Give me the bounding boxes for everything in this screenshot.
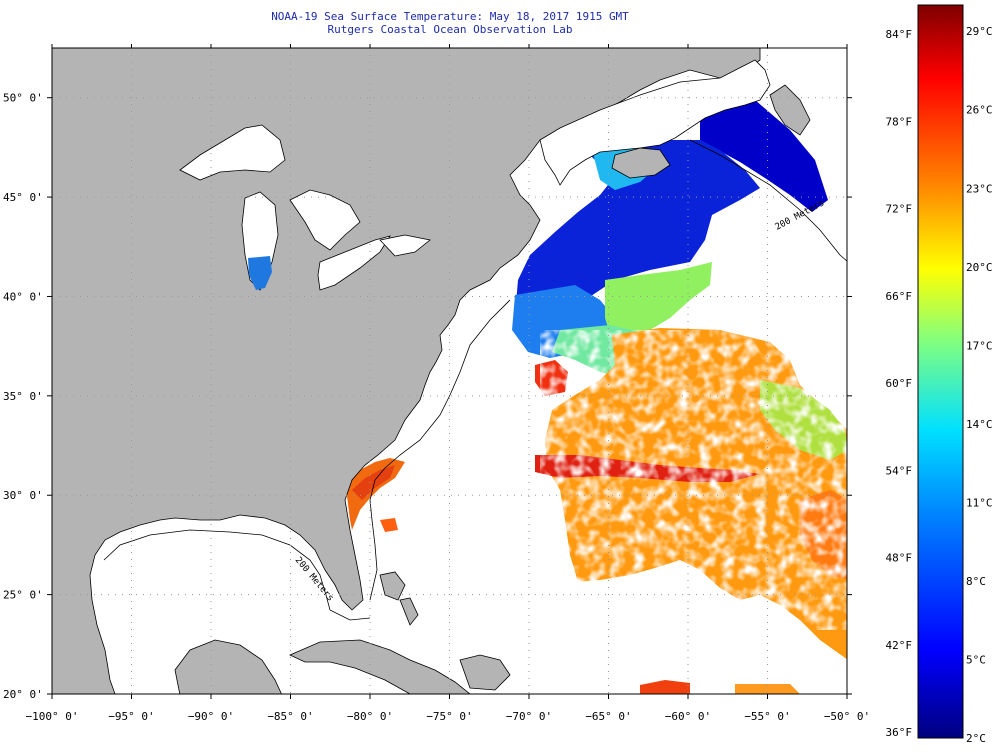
colorbar xyxy=(917,4,964,739)
cloud-mask xyxy=(540,330,847,630)
land-layer xyxy=(52,48,811,694)
colorbar-celsius-label: 5°C xyxy=(966,653,986,666)
latitude-labels: 20° 0' 25° 0' 30° 0' 35° 0' 40° 0' 45° 0' 50° … xyxy=(3,92,43,701)
colorbar-fahrenheit-labels: 84°F 78°F 72°F 66°F 60°F 54°F 48°F 42°F 36°F xyxy=(886,28,913,739)
latitude-tick-label: 45° 0' xyxy=(3,191,43,204)
longitude-tick-label: −75° 0' xyxy=(426,710,472,723)
colorbar-fahrenheit-label: 42°F xyxy=(886,639,913,652)
colorbar-fahrenheit-label: 54°F xyxy=(886,464,913,477)
longitude-tick-label: −100° 0' xyxy=(26,710,79,723)
longitude-tick-label: −90° 0' xyxy=(188,710,234,723)
map-subtitle: Rutgers Coastal Ocean Observation Lab xyxy=(327,23,573,36)
longitude-tick-label: −60° 0' xyxy=(665,710,711,723)
latitude-tick-label: 20° 0' xyxy=(3,688,43,701)
colorbar-celsius-label: 17°C xyxy=(966,339,993,352)
latitude-tick-label: 30° 0' xyxy=(3,489,43,502)
colorbar-celsius-label: 14°C xyxy=(966,418,993,431)
colorbar-celsius-label: 11°C xyxy=(966,496,993,509)
sst-lake-michigan xyxy=(248,256,272,290)
tick-marks xyxy=(47,44,852,699)
colorbar-fahrenheit-label: 78°F xyxy=(886,115,913,128)
colorbar-celsius-label: 20°C xyxy=(966,261,993,274)
colorbar-fahrenheit-label: 66°F xyxy=(886,290,913,303)
latitude-tick-label: 35° 0' xyxy=(3,390,43,403)
colorbar-celsius-label: 2°C xyxy=(966,732,986,745)
latitude-tick-label: 40° 0' xyxy=(3,290,43,303)
latitude-tick-label: 25° 0' xyxy=(3,589,43,602)
colorbar-fahrenheit-label: 84°F xyxy=(886,28,913,41)
colorbar-celsius-label: 8°C xyxy=(966,575,986,588)
longitude-tick-label: −70° 0' xyxy=(506,710,552,723)
colorbar-celsius-label: 26°C xyxy=(966,104,993,117)
longitude-tick-label: −50° 0' xyxy=(824,710,870,723)
longitude-tick-label: −80° 0' xyxy=(347,710,393,723)
longitude-labels: −100° 0' −95° 0' −90° 0' −85° 0' −80° 0' −75°… xyxy=(26,710,871,723)
colorbar-fahrenheit-label: 72°F xyxy=(886,203,913,216)
colorbar-fahrenheit-label: 48°F xyxy=(886,552,913,565)
longitude-tick-label: −65° 0' xyxy=(585,710,631,723)
colorbar-celsius-label: 29°C xyxy=(966,25,993,38)
longitude-tick-label: −85° 0' xyxy=(267,710,313,723)
longitude-tick-label: −55° 0' xyxy=(744,710,790,723)
graticule xyxy=(52,48,847,694)
colorbar-celsius-labels: 29°C 26°C 23°C 20°C 17°C 14°C 11°C 8°C 5°C 2°C xyxy=(966,25,993,745)
colorbar-fahrenheit-label: 60°F xyxy=(886,377,913,390)
colorbar-fahrenheit-label: 36°F xyxy=(886,726,913,739)
longitude-tick-label: −95° 0' xyxy=(108,710,154,723)
latitude-tick-label: 50° 0' xyxy=(3,92,43,105)
map-title: NOAA-19 Sea Surface Temperature: May 18,… xyxy=(271,10,629,23)
colorbar-celsius-label: 23°C xyxy=(966,182,993,195)
